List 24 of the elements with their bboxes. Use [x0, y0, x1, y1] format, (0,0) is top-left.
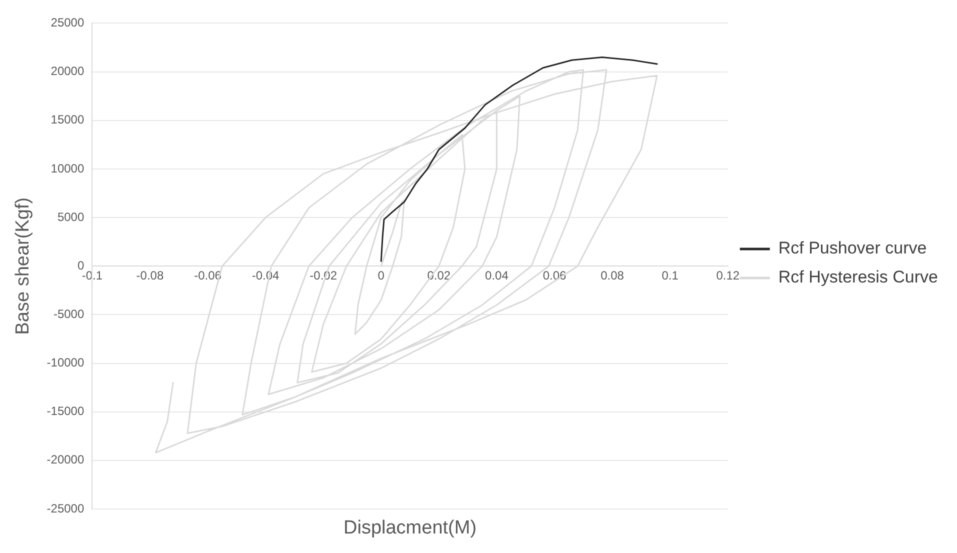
y-tick-label: -5000 [53, 306, 84, 321]
y-tick-label: -15000 [46, 404, 84, 418]
x-axis-title: Displacment(M) [343, 518, 477, 539]
y-axis-title: Base shear(Kgf) [12, 197, 34, 335]
y-tick-label: -25000 [46, 501, 84, 516]
x-tick-label: 0.1 [662, 268, 679, 283]
y-tick-label: 20000 [50, 64, 84, 78]
y-tick-label: 15000 [50, 112, 84, 127]
y-tick-label: 10000 [50, 161, 84, 176]
x-tick-label: -0.04 [252, 268, 280, 283]
x-tick-label: 0.04 [485, 268, 509, 283]
legend-label: Rcf Hysteresis Curve [778, 268, 938, 287]
x-tick-label: 0 [378, 268, 385, 283]
legend-label: Rcf Pushover curve [778, 238, 927, 258]
y-tick-label: 5000 [57, 210, 84, 224]
x-tick-label: 0.12 [716, 268, 740, 283]
y-tick-label: 0 [77, 258, 84, 272]
y-tick-label: -20000 [46, 452, 84, 467]
y-tick-label: -10000 [46, 356, 84, 370]
x-tick-label: -0.08 [136, 268, 164, 283]
x-tick-label: 0.08 [600, 268, 624, 283]
x-tick-label: -0.02 [310, 268, 338, 283]
y-tick-label: 25000 [50, 16, 84, 30]
x-tick-label: -0.06 [194, 268, 222, 283]
